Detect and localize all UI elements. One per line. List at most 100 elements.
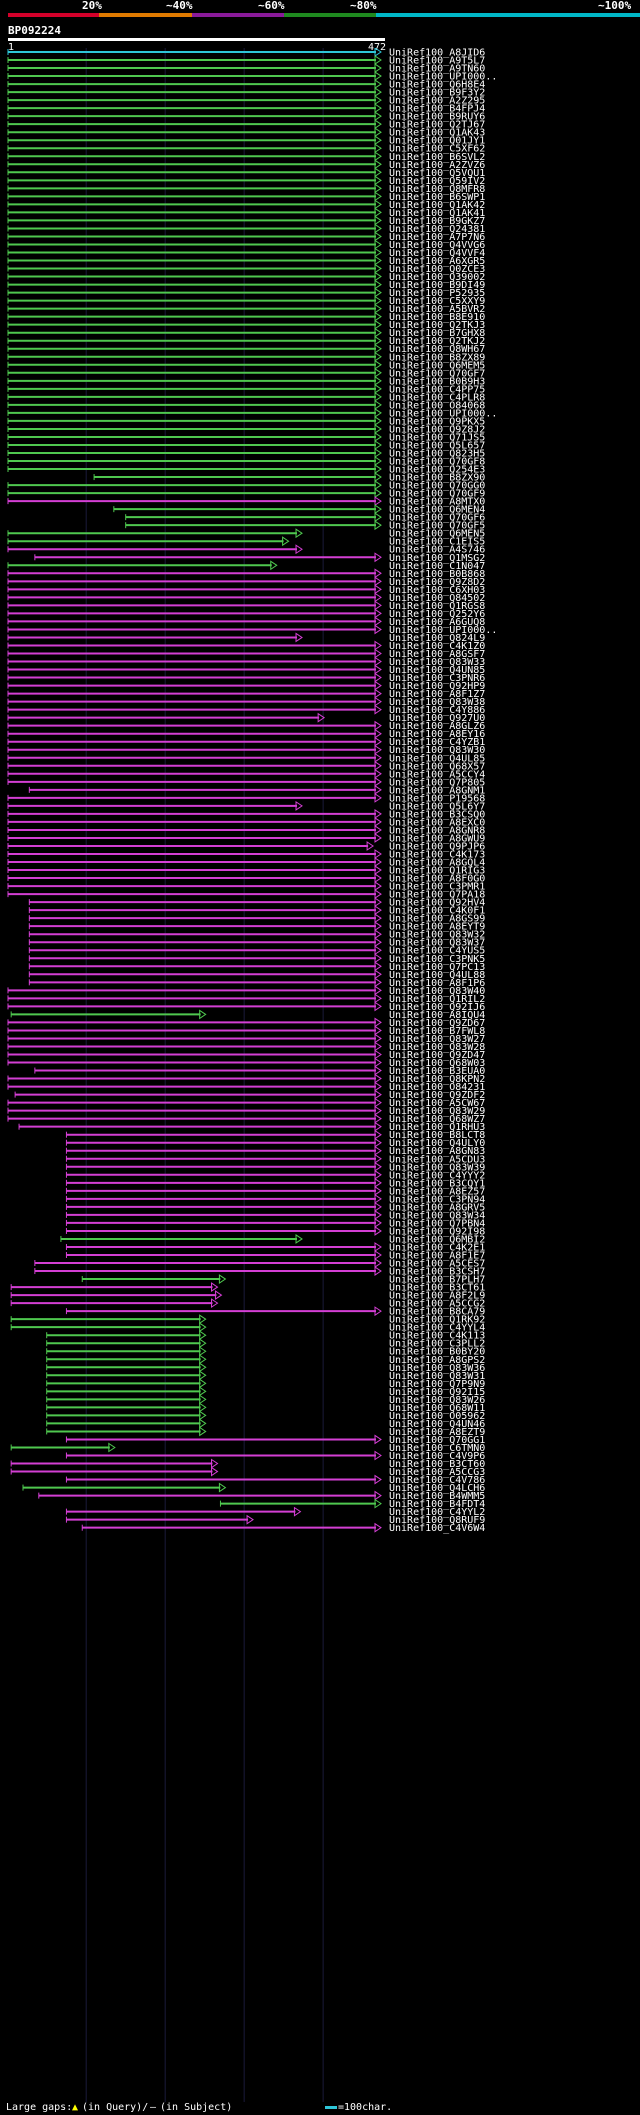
hit-row[interactable]: UniRef100_C4YZB1 [7, 736, 485, 748]
hit-row[interactable]: UniRef100_C4K1Z0 [7, 640, 485, 652]
hit-label[interactable]: UniRef100_C3PLL2 [389, 1339, 485, 1350]
hit-row[interactable]: UniRef100_Q83W31 [46, 1370, 486, 1382]
hit-row[interactable]: UniRef100_A9TN60 [7, 63, 485, 75]
hit-row[interactable]: UniRef100_Q39002 [7, 271, 485, 283]
hit-row[interactable]: UniRef100_Q83W30 [7, 744, 485, 756]
hit-label[interactable]: UniRef100_Q9ZD67 [389, 1018, 485, 1029]
hit-label[interactable]: UniRef100_A6XGR5 [389, 256, 485, 267]
hit-row[interactable]: UniRef100_Q824L9 [7, 632, 485, 644]
hit-row[interactable]: UniRef100_B8LCT8 [65, 1129, 485, 1141]
hit-label[interactable]: UniRef100_Q59IV2 [389, 176, 485, 187]
hit-row[interactable]: UniRef100_O84231 [7, 1081, 485, 1093]
hit-label[interactable]: UniRef100_Q2TKJ3 [389, 320, 485, 331]
hit-row[interactable]: UniRef100_UPI000.. [7, 71, 497, 83]
hit-label[interactable]: UniRef100_A8EY16 [389, 729, 485, 740]
hit-row[interactable]: UniRef100_C4YYL2 [65, 1506, 485, 1518]
hit-label[interactable]: UniRef100_C4V786 [389, 1475, 485, 1486]
hit-label[interactable]: UniRef100_A8F1E7 [389, 1251, 485, 1262]
hit-row[interactable]: UniRef100_C4YUS5 [28, 945, 485, 957]
hit-row[interactable]: UniRef100_A2Z295 [7, 95, 485, 107]
hit-label[interactable]: UniRef100_UPI000.. [389, 408, 497, 419]
hit-label[interactable]: UniRef100_Q4LCH6 [389, 1483, 485, 1494]
hit-row[interactable]: UniRef100_Q6H8E4 [7, 79, 485, 91]
hit-label[interactable]: UniRef100_B8ZX89 [389, 352, 485, 363]
hit-label[interactable]: UniRef100_A8F0G0 [389, 874, 485, 885]
hit-row[interactable]: UniRef100_C6TMN0 [10, 1442, 485, 1454]
hit-label[interactable]: UniRef100_A8JID6 [389, 48, 485, 59]
hit-label[interactable]: UniRef100_A9TN60 [389, 64, 485, 75]
hit-label[interactable]: UniRef100_Q927U0 [389, 713, 485, 724]
hit-row[interactable]: UniRef100_C4V9P6 [65, 1450, 485, 1462]
hit-label[interactable]: UniRef100_C3PN94 [389, 1194, 485, 1205]
hit-label[interactable]: UniRef100_C4PLR8 [389, 392, 485, 403]
hit-row[interactable]: UniRef100_Q9ZD67 [7, 1017, 485, 1029]
hit-row[interactable]: UniRef100_Q6MEN4 [113, 504, 485, 516]
hit-row[interactable]: UniRef100_Q84502 [7, 592, 485, 604]
hit-row[interactable]: UniRef100_A5BVR2 [7, 303, 485, 315]
hit-row[interactable]: UniRef100_Q8MFR8 [7, 183, 485, 195]
hit-row[interactable]: UniRef100_Q5L6Y7 [7, 800, 485, 812]
hit-row[interactable]: UniRef100_A5CCG2 [10, 1298, 485, 1310]
hit-label[interactable]: UniRef100_B3CSQ0 [389, 809, 485, 820]
hit-label[interactable]: UniRef100_B9F3Y2 [389, 88, 485, 99]
hit-row[interactable]: UniRef100_Q83W32 [28, 929, 485, 941]
hit-row[interactable]: UniRef100_Q83W28 [7, 1041, 485, 1053]
hit-row[interactable]: UniRef100_Q70GG1 [65, 1434, 485, 1446]
hit-row[interactable]: UniRef100_C1N047 [7, 560, 485, 572]
hit-row[interactable]: UniRef100_Q1RHU3 [18, 1121, 485, 1133]
hit-row[interactable]: UniRef100_Q5L657 [7, 440, 485, 451]
hit-label[interactable]: UniRef100_Q7PA18 [389, 890, 485, 901]
hit-row[interactable]: UniRef100_C3PMR1 [7, 881, 485, 893]
hit-row[interactable]: UniRef100_A8EZT9 [46, 1426, 486, 1438]
hit-label[interactable]: UniRef100_Q83W32 [389, 930, 485, 941]
hit-row[interactable]: UniRef100_C4K113 [46, 1330, 486, 1342]
hit-row[interactable]: UniRef100_A8MTX0 [7, 496, 485, 508]
hit-label[interactable]: UniRef100_Q8WH67 [389, 344, 485, 355]
hit-row[interactable]: UniRef100_B3EUA0 [34, 1065, 485, 1077]
hit-row[interactable]: UniRef100_C4YYY2 [65, 1169, 485, 1181]
hit-row[interactable]: UniRef100_Q24381 [7, 223, 485, 235]
hit-row[interactable]: UniRef100_B3CQY1 [65, 1177, 485, 1189]
hit-row[interactable]: UniRef100_A8GRV5 [65, 1201, 485, 1213]
hit-label[interactable]: UniRef100_Q1RK92 [389, 1315, 485, 1326]
hit-row[interactable]: UniRef100_Q6MEM5 [7, 359, 485, 371]
hit-label[interactable]: UniRef100_A7P7N6 [389, 232, 485, 243]
hit-row[interactable]: UniRef100_Q1RK92 [10, 1314, 485, 1326]
hit-row[interactable]: UniRef100_Q6MEN5 [7, 528, 485, 540]
hit-label[interactable]: UniRef100_C4YZB1 [389, 737, 485, 748]
hit-label[interactable]: UniRef100_Q7P805 [389, 777, 485, 788]
hit-row[interactable]: UniRef100_Q70GF6 [125, 512, 486, 524]
hit-label[interactable]: UniRef100_A2ZVZ6 [389, 160, 485, 171]
hit-label[interactable]: UniRef100_B9RUY6 [389, 112, 485, 123]
hit-label[interactable]: UniRef100_Q8RUF9 [389, 1515, 485, 1526]
hit-row[interactable]: UniRef100_P52935 [7, 287, 485, 299]
hit-row[interactable]: UniRef100_Q92IJ6 [7, 1001, 485, 1013]
hit-row[interactable]: UniRef100_Q7P805 [7, 776, 485, 788]
hit-label[interactable]: UniRef100_B7GHX8 [389, 328, 485, 339]
hit-label[interactable]: UniRef100_Q83W29 [389, 1106, 485, 1117]
hit-label[interactable]: UniRef100_A8MTX0 [389, 497, 485, 508]
hit-label[interactable]: UniRef100_B4WMM5 [389, 1491, 485, 1502]
hit-label[interactable]: UniRef100_Q84502 [389, 593, 485, 604]
hit-row[interactable]: UniRef100_B9F3Y2 [7, 87, 485, 99]
hit-label[interactable]: UniRef100_Q1MSG2 [389, 553, 485, 564]
hit-row[interactable]: UniRef100_Q5VQU1 [7, 167, 485, 179]
hit-label[interactable]: UniRef100_Q92HV4 [389, 898, 485, 909]
hit-row[interactable]: UniRef100_C3PN94 [65, 1193, 485, 1205]
hit-label[interactable]: UniRef100_A8F1P6 [389, 978, 485, 989]
hit-label[interactable]: UniRef100_Q4UN85 [389, 665, 485, 676]
hit-row[interactable]: UniRef100_A8F1Z7 [7, 688, 485, 700]
hit-row[interactable]: UniRef100_Q70GF5 [125, 520, 486, 532]
hit-label[interactable]: UniRef100_Q5VQU1 [389, 168, 485, 179]
hit-row[interactable]: UniRef100_B3CSH7 [34, 1266, 485, 1278]
hit-row[interactable]: UniRef100_Q92I98 [65, 1226, 485, 1237]
hit-row[interactable]: UniRef100_C3PLL2 [46, 1338, 486, 1350]
hit-label[interactable]: UniRef100_Q24381 [389, 224, 485, 235]
hit-label[interactable]: UniRef100_B0B868 [389, 569, 485, 580]
hit-label[interactable]: UniRef100_Q70GF8 [389, 457, 485, 468]
hit-row[interactable]: UniRef100_Q823H5 [7, 448, 485, 460]
hit-row[interactable]: UniRef100_Q9ZD47 [7, 1049, 485, 1061]
hit-row[interactable]: UniRef100_C4V786 [65, 1474, 485, 1486]
hit-row[interactable]: UniRef100_A2ZVZ6 [7, 159, 485, 171]
hit-label[interactable]: UniRef100_A8GNM1 [389, 785, 485, 796]
